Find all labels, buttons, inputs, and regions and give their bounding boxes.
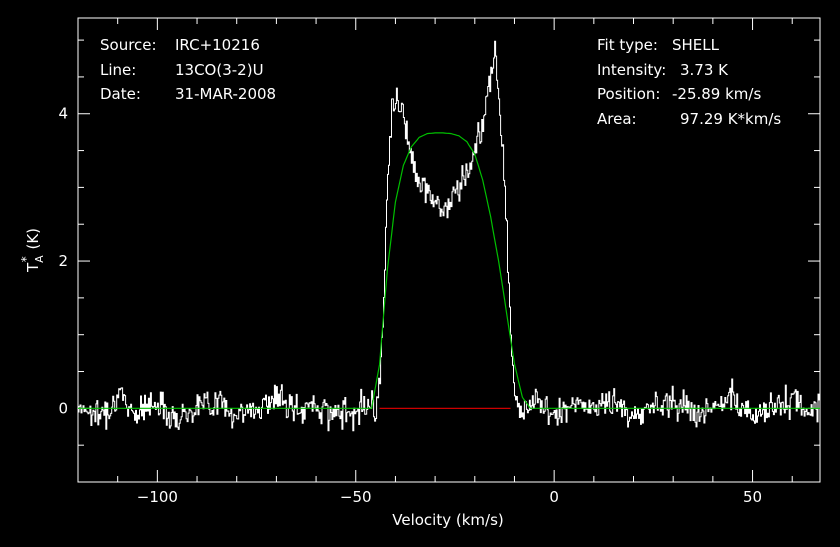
series-group [78,40,821,432]
info-intensity-value: 3.73 K [680,61,729,79]
info-source-key: Source: [100,36,157,54]
info-intensity-key: Intensity: [597,61,666,79]
info-left: Source: IRC+10216 Line: 13CO(3-2)U Date:… [100,36,276,103]
fit-curve [78,132,820,409]
x-tick-label: −100 [137,488,178,506]
info-date-key: Date: [100,85,141,103]
axes: −100 −50 0 50 0 2 4 [58,17,821,506]
x-tick-label: 50 [743,488,762,506]
info-source-value: IRC+10216 [175,36,260,54]
info-position-value: -25.89 km/s [672,85,761,103]
x-axis-label: Velocity (km/s) [392,511,503,529]
info-right: Fit type: SHELL Intensity: 3.73 K Positi… [597,36,781,128]
y-tick-label: 2 [58,252,68,270]
info-fit-type-value: SHELL [672,36,720,54]
x-tick-label: −50 [340,488,372,506]
y-tick-label: 4 [58,105,68,123]
x-tick-label: 0 [549,488,559,506]
info-line-key: Line: [100,61,136,79]
info-position-key: Position: [597,85,660,103]
plot-frame [77,17,821,483]
svg-text:TA* (K): TA* (K) [19,228,46,273]
y-axis-label: TA* (K) [19,228,46,273]
spectrum-line [78,40,821,432]
info-area-value: 97.29 K*km/s [680,110,781,128]
info-line-value: 13CO(3-2)U [175,61,264,79]
y-tick-label: 0 [58,399,68,417]
info-date-value: 31-MAR-2008 [175,85,276,103]
info-area-key: Area: [597,110,637,128]
info-fit-type-key: Fit type: [597,36,658,54]
